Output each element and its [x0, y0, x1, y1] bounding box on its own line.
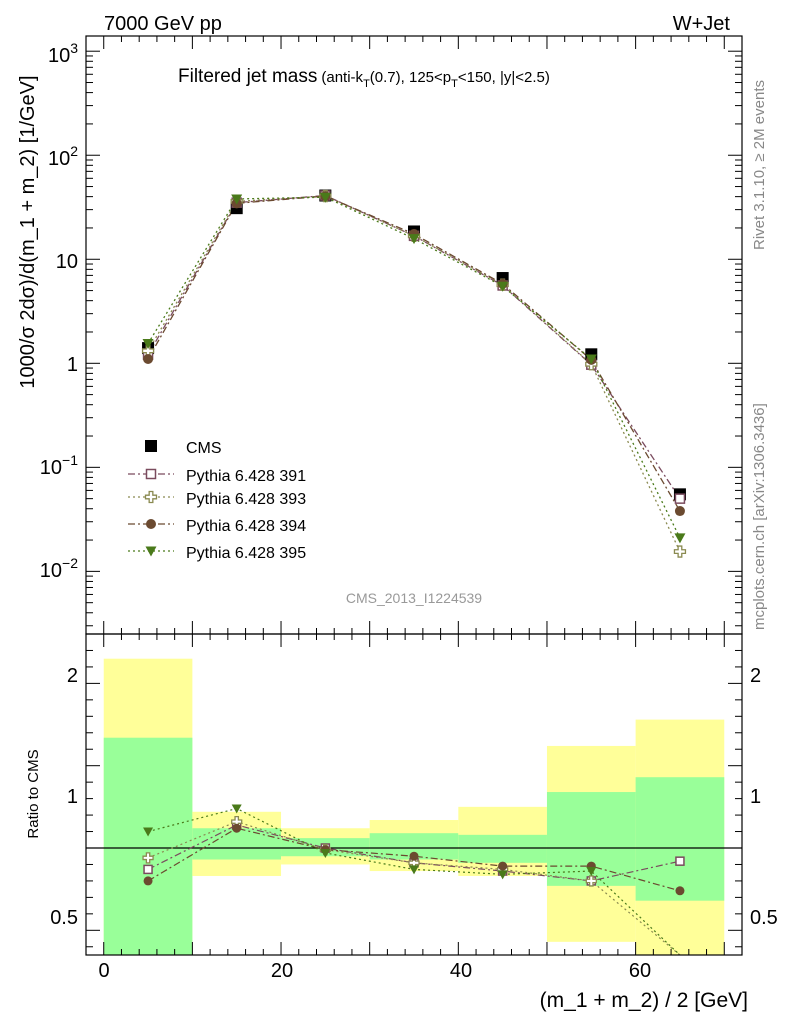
x-axis-label: (m_1 + m_2) / 2 [GeV]	[540, 989, 748, 1012]
legend-label-pythia-393: Pythia 6.428 393	[186, 491, 306, 508]
main-point-series-4-6	[674, 533, 686, 544]
ratio-inner-band-0	[103, 737, 193, 955]
main-point-series-1-6	[674, 493, 686, 504]
ratio-point-series-3-3	[409, 865, 419, 875]
axes-frame	[85, 35, 743, 956]
ratio-y-tick-label-1: 1	[67, 786, 78, 808]
main-point-series-3-6	[674, 506, 685, 517]
legend-label-pythia-395: Pythia 6.428 395	[186, 545, 306, 562]
legend-label-pythia-394: Pythia 6.428 394	[186, 518, 306, 535]
y-tick-label-0.1: 10−1	[40, 452, 78, 479]
rivet-label: Rivet 3.1.10, ≥ 2M events	[751, 80, 768, 250]
ratio-uncertainty-bands	[86, 658, 742, 955]
ratio-y-tick-label-1-right: 1	[750, 786, 761, 808]
ratio-point-series-3-4	[497, 870, 508, 880]
main-point-series-2-6	[673, 545, 687, 558]
ratio-y-axis-label: Ratio to CMS	[25, 749, 42, 838]
ratio-y-tick-label-0.5: 0.5	[50, 907, 78, 929]
y-tick-label-10: 10	[56, 251, 78, 273]
legend-marker-3	[146, 519, 156, 529]
main-y-axis-label: 1000/σ 2dσ)/d(m_1 + m_2) [1/GeV]	[17, 75, 39, 388]
main-point-series-3-0	[143, 353, 154, 364]
ratio-point-series-3-2	[320, 848, 331, 858]
header-left: 7000 GeV pp	[104, 13, 222, 35]
ratio-y-tick-label-2-right: 2	[750, 665, 761, 687]
ratio-point-series-0-6	[675, 856, 685, 866]
ratio-panel-frame	[85, 633, 743, 956]
ratio-point-series-2-3	[409, 851, 419, 861]
ratio-point-series-1-0	[142, 852, 154, 864]
header-right: W+Jet	[673, 13, 731, 35]
ratio-point-series-2-6	[675, 886, 685, 896]
mcplots-label: mcplots.cern.ch [arXiv:1306.3436]	[751, 403, 768, 630]
main-point-series-4-1	[231, 194, 243, 205]
main-line-series-4	[147, 196, 681, 539]
legend-label-pythia-391: Pythia 6.428 391	[186, 468, 306, 485]
legend-marker-1	[145, 468, 157, 480]
legend-marker-2	[144, 490, 158, 504]
ratio-point-series-3-0	[143, 827, 154, 837]
x-tick-label-0: 0	[98, 960, 109, 982]
ratio-point-series-2-4	[498, 861, 508, 871]
main-point-series-4-5	[585, 354, 597, 365]
legend-label-cms: CMS	[186, 440, 222, 457]
ratio-point-series-2-0	[143, 876, 153, 886]
legend-markers	[128, 440, 174, 557]
y-tick-label-100: 102	[48, 143, 78, 170]
main-point-series-4-4	[497, 281, 509, 292]
ratio-inner-band-6	[635, 777, 725, 901]
ratio-point-series-0-0	[143, 864, 153, 875]
plot-title: Filtered jet mass (anti-kT(0.7), 125<pT<1…	[178, 66, 550, 90]
ratio-inner-band-1	[192, 828, 282, 860]
analysis-watermark: CMS_2013_I1224539	[346, 590, 482, 606]
y-tick-label-0.01: 10−2	[40, 555, 78, 582]
ratio-point-series-3-1	[231, 804, 242, 814]
ratio-y-tick-label-0.5-right: 0.5	[750, 907, 778, 929]
ratio-point-series-3-5	[586, 867, 597, 877]
main-point-series-4-0	[142, 338, 154, 349]
main-panel-frame	[85, 35, 743, 635]
x-tick-label-60: 60	[629, 960, 651, 982]
ratio-inner-band-4	[458, 834, 547, 863]
ratio-y-tick-label-2: 2	[67, 665, 78, 687]
main-point-series-4-2	[319, 192, 331, 203]
y-tick-label-1000: 103	[48, 40, 78, 67]
y-tick-label-1: 1	[67, 354, 78, 376]
ratio-point-series-2-1	[232, 823, 242, 833]
ratio-point-series-1-5	[585, 875, 597, 887]
main-point-series-4-3	[408, 234, 420, 245]
x-tick-label-20: 20	[271, 960, 293, 982]
legend-marker-0	[145, 440, 157, 452]
legend-marker-4	[145, 546, 157, 557]
x-tick-label-40: 40	[450, 960, 472, 982]
series-markers	[141, 189, 687, 896]
